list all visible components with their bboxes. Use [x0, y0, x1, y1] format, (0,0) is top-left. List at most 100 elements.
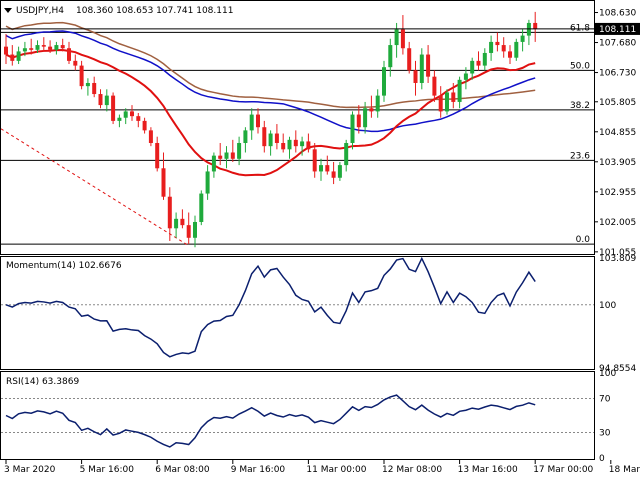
candle-body	[193, 221, 197, 238]
candle-body	[350, 114, 355, 144]
candle-body	[243, 130, 248, 144]
candle-body	[337, 165, 342, 178]
candle-body	[293, 139, 298, 147]
price-tick-label: 104.855	[599, 128, 636, 138]
indicator-tick-label: 0	[599, 454, 605, 464]
indicator-tick-label: 103.809	[599, 254, 636, 264]
trendline	[0, 128, 189, 247]
indicator-tick-label: 70	[599, 395, 611, 405]
current-price-label: 108.111	[599, 25, 636, 35]
candle-body	[29, 48, 34, 50]
time-tick-label: 6 Mar 08:00	[155, 465, 210, 475]
candle-body	[344, 143, 349, 166]
candle-body	[67, 48, 71, 61]
candle-body	[104, 95, 109, 106]
candle-body	[482, 52, 487, 66]
candle-body	[117, 117, 122, 121]
price-tick-label: 102.005	[599, 218, 636, 228]
candle-body	[419, 54, 424, 83]
current-price-tag	[595, 22, 640, 35]
momentum-panel	[0, 256, 595, 370]
candle-body	[476, 60, 481, 66]
candle-body	[438, 95, 443, 112]
candle-body	[268, 133, 273, 147]
symbol-dropdown-icon[interactable]	[4, 8, 12, 13]
candle-body	[79, 65, 84, 87]
candle-body	[501, 45, 506, 52]
price-tick-label: 107.680	[599, 39, 636, 49]
candle-body	[407, 48, 412, 71]
candle-body	[388, 45, 393, 68]
candle-body	[48, 46, 53, 50]
candle-body	[470, 60, 475, 74]
candle-body	[413, 70, 418, 83]
indicator-tick-label: 30	[599, 429, 611, 439]
price-tick-label: 103.905	[599, 158, 636, 168]
candle-body	[514, 41, 519, 58]
time-axis: 3 Mar 2020 5 Mar 16:00 6 Mar 08:00 9 Mar 16…	[4, 460, 640, 475]
candle-body	[400, 29, 405, 49]
time-tick-label: 18 Mar 08:00	[609, 465, 640, 475]
momentum-plot: 94.8554 100 103.809	[1, 254, 636, 374]
candle-body	[451, 92, 456, 102]
candle-body	[495, 41, 500, 46]
candle-body	[123, 111, 128, 118]
fib-label: 23.6	[570, 151, 590, 161]
candle-body	[426, 54, 431, 77]
candle-body	[224, 152, 229, 159]
candle-body	[136, 116, 141, 121]
candle-body	[432, 76, 437, 96]
candle-body	[35, 45, 40, 50]
time-tick-label: 13 Mar 16:00	[458, 465, 518, 475]
candle-body	[16, 51, 21, 61]
candle-body	[262, 127, 267, 147]
candle-body	[41, 45, 46, 47]
candle-body	[22, 48, 27, 52]
candle-body	[325, 165, 330, 172]
price-tick-label: 105.805	[599, 98, 636, 108]
candle-body	[161, 168, 166, 197]
time-tick-label: 11 Mar 00:00	[306, 465, 366, 475]
candle-body	[356, 114, 361, 128]
time-tick-label: 9 Mar 16:00	[231, 465, 286, 475]
candle-body	[256, 114, 260, 128]
candle-body	[98, 94, 103, 106]
candle-body	[312, 149, 317, 172]
candle-body	[306, 141, 311, 150]
rsi-line	[5, 394, 536, 448]
candle-body	[155, 143, 160, 169]
trendline-dashed	[0, 128, 189, 247]
candle-body	[508, 51, 512, 58]
candle-body	[382, 67, 386, 96]
fib-label: 50.0	[570, 61, 590, 71]
candle-body	[369, 108, 374, 112]
time-tick-label: 5 Mar 16:00	[80, 465, 135, 475]
candle-body	[274, 133, 279, 144]
candle-body	[445, 92, 449, 112]
candle-body	[520, 35, 525, 42]
candle-body	[463, 73, 468, 80]
candles	[4, 11, 538, 248]
candle-body	[4, 46, 8, 55]
momentum-line	[5, 256, 536, 358]
candle-body	[489, 41, 494, 53]
candle-body	[54, 45, 59, 50]
candle-body	[111, 95, 116, 121]
time-tick-label: 17 Mar 00:00	[533, 465, 593, 475]
time-tick-label: 12 Mar 08:00	[382, 465, 442, 475]
candle-body	[230, 152, 235, 159]
candle-body	[130, 111, 134, 117]
candle-body	[287, 139, 292, 150]
candle-body	[92, 82, 97, 95]
candle-body	[249, 114, 254, 131]
candle-body	[142, 120, 147, 131]
price-axis: 101.055 102.005 102.955 103.905 104.855 105.8…	[1, 9, 640, 258]
candle-body	[180, 218, 185, 226]
candle-body	[457, 79, 462, 102]
candle-body	[375, 95, 380, 112]
candle-body	[211, 155, 216, 172]
candle-body	[363, 108, 368, 128]
candle-body	[205, 171, 210, 194]
candle-body	[148, 130, 153, 144]
